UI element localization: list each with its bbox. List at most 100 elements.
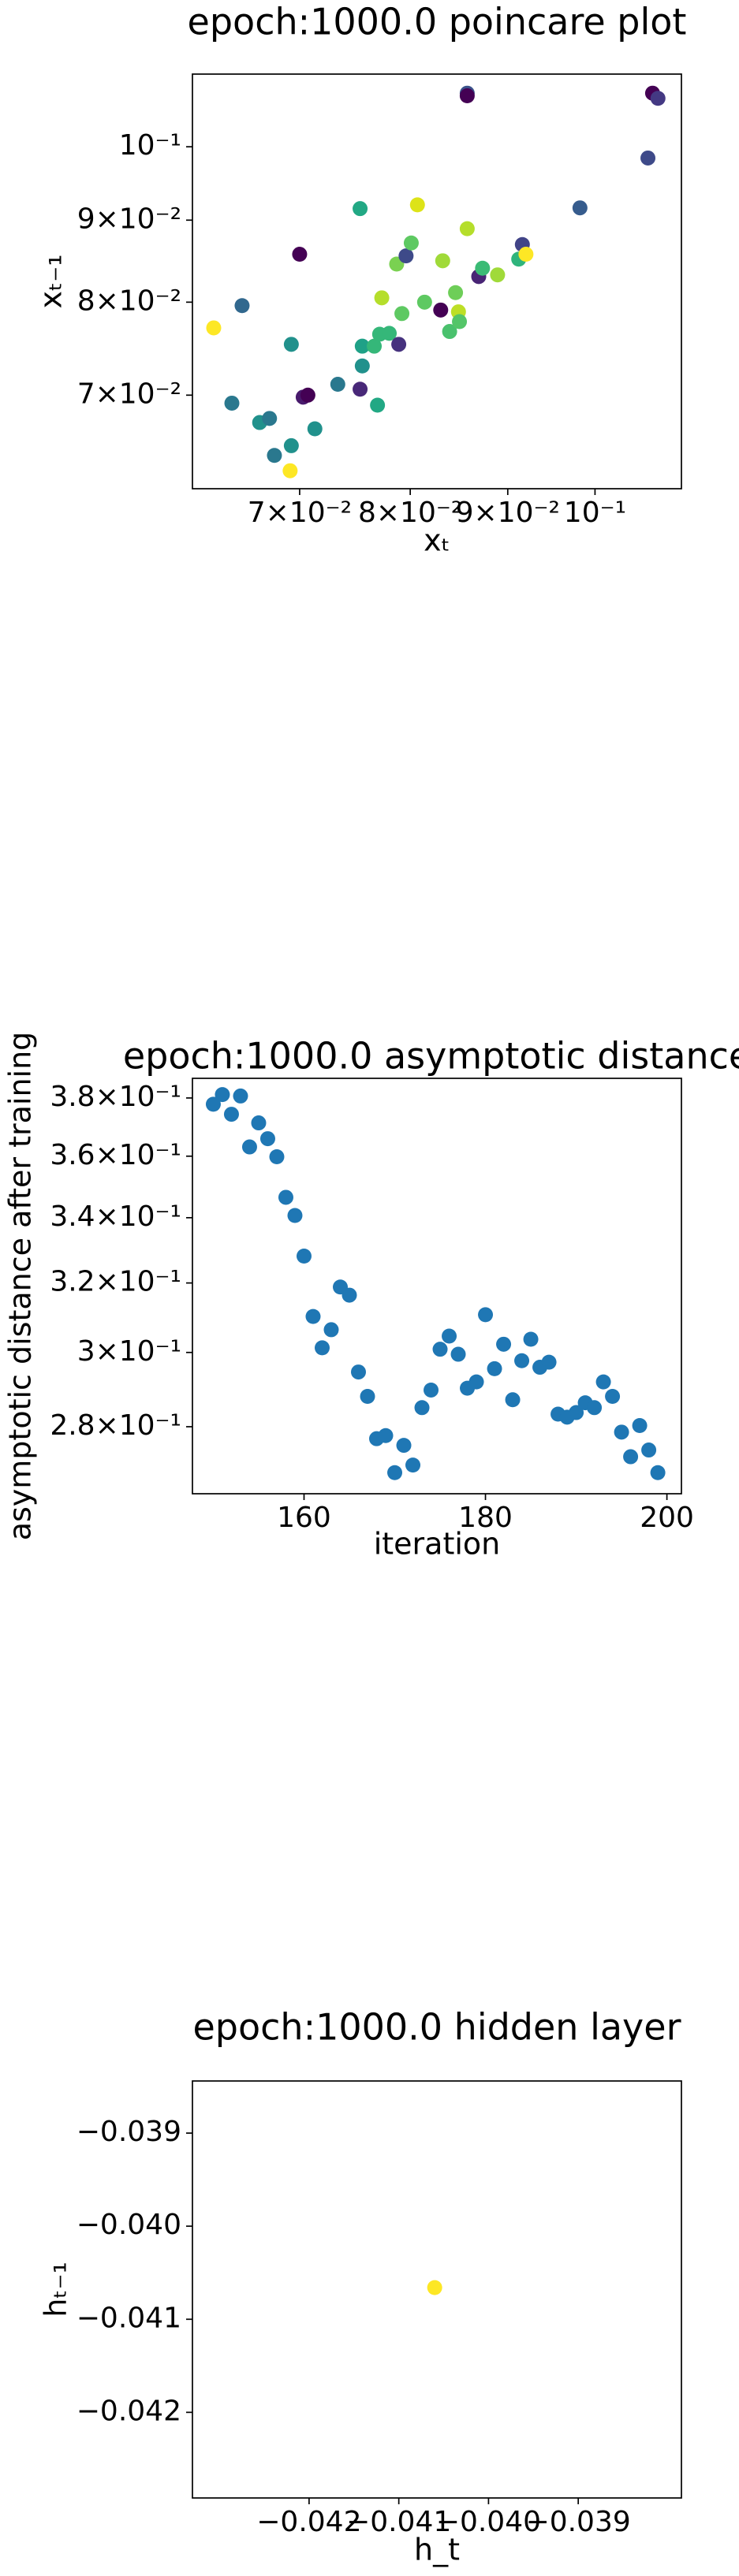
point (427, 2280, 442, 2295)
y-tick-label: 3.2×10⁻¹ (50, 1266, 181, 1298)
point (353, 201, 368, 217)
chart-title: epoch:1000.0 asymptotic distance (123, 1035, 739, 1078)
point (468, 1374, 484, 1390)
point (459, 221, 475, 236)
point (435, 253, 450, 269)
axes-frame (192, 2080, 682, 2499)
x-tick-label: −0.040 (436, 2506, 541, 2538)
point (459, 87, 475, 103)
point (314, 1340, 330, 1356)
point (391, 337, 407, 352)
point (452, 314, 468, 329)
point (360, 1389, 375, 1405)
point (518, 247, 534, 262)
point (414, 1400, 430, 1416)
point (614, 1424, 629, 1440)
point (569, 1405, 584, 1420)
point (283, 437, 299, 453)
point (448, 285, 464, 300)
point (300, 387, 315, 403)
x-tick-label: 8×10⁻² (358, 497, 462, 529)
point (394, 306, 410, 322)
point (405, 1457, 421, 1473)
point (487, 1361, 502, 1376)
x-tick-label: −0.041 (346, 2506, 451, 2538)
point (354, 338, 370, 354)
point (641, 1442, 657, 1458)
point (572, 200, 588, 216)
y-tick-label: −0.040 (77, 2209, 181, 2241)
point (233, 1088, 248, 1104)
point (387, 1465, 403, 1480)
y-tick-label: 9×10⁻² (77, 203, 181, 235)
x-tick-label: 7×10⁻² (248, 497, 352, 529)
point (433, 302, 449, 318)
x-tick-label: 160 (277, 1502, 331, 1534)
point (234, 298, 250, 314)
point (523, 1331, 539, 1347)
axes-frame (192, 1078, 682, 1495)
y-axis-label: xₜ₋₁ (34, 255, 69, 309)
point (206, 320, 222, 336)
x-tick-label: 10⁻¹ (564, 497, 626, 529)
y-axis-label: asymptotic distance after training (3, 1032, 38, 1541)
point (640, 150, 656, 166)
point (475, 260, 491, 276)
point (409, 197, 425, 213)
x-axis-label: h_t (414, 2533, 460, 2567)
point (505, 1392, 521, 1408)
point (398, 248, 414, 264)
x-tick-label: 200 (640, 1502, 694, 1534)
point (650, 1465, 666, 1480)
point (283, 337, 299, 352)
point (307, 421, 323, 437)
point (342, 1287, 357, 1303)
point (323, 1322, 339, 1338)
y-tick-label: 8×10⁻² (77, 285, 181, 317)
y-axis-label: hₜ₋₁ (39, 2261, 73, 2317)
point (374, 290, 390, 306)
point (354, 358, 370, 374)
point (396, 1438, 412, 1454)
point (450, 1346, 466, 1362)
point (442, 324, 457, 340)
point (215, 1087, 230, 1103)
point (605, 1389, 621, 1405)
point (278, 1189, 293, 1205)
point (259, 1131, 275, 1147)
point (424, 1382, 439, 1398)
point (403, 235, 419, 251)
y-tick-label: 3.8×10⁻¹ (50, 1081, 181, 1113)
y-tick-label: −0.041 (77, 2302, 181, 2334)
point (267, 448, 282, 463)
point (296, 1248, 312, 1264)
point (251, 1115, 267, 1131)
point (416, 294, 432, 310)
point (432, 1342, 448, 1357)
point (370, 397, 386, 413)
point (367, 338, 383, 354)
y-tick-label: 7×10⁻² (77, 378, 181, 410)
point (282, 463, 298, 478)
point (442, 1328, 457, 1344)
point (292, 247, 308, 262)
point (541, 1354, 557, 1370)
point (378, 1428, 394, 1443)
point (351, 1364, 367, 1380)
x-tick-label: 9×10⁻² (456, 497, 560, 529)
point (382, 326, 397, 341)
chart-title: epoch:1000.0 hidden layer (193, 2006, 681, 2049)
point (224, 395, 240, 411)
y-tick-label: −0.039 (77, 2116, 181, 2148)
point (595, 1374, 611, 1390)
x-tick-label: −0.039 (526, 2506, 631, 2538)
axes-frame (192, 73, 682, 490)
y-tick-label: 3.6×10⁻¹ (50, 1139, 181, 1171)
point (353, 382, 368, 397)
chart-title: epoch:1000.0 poincare plot (188, 1, 687, 43)
y-tick-label: 3.4×10⁻¹ (50, 1201, 181, 1233)
x-tick-label: 180 (458, 1502, 513, 1534)
point (269, 1149, 285, 1165)
point (514, 1353, 530, 1368)
